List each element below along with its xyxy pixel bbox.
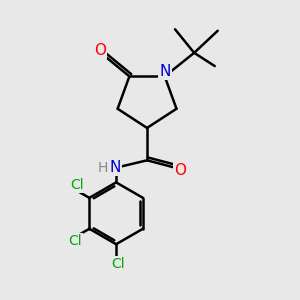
Text: Cl: Cl	[70, 178, 83, 192]
Text: N: N	[159, 64, 170, 79]
Text: H: H	[98, 161, 108, 175]
Text: O: O	[174, 163, 186, 178]
Text: O: O	[94, 43, 106, 58]
Text: Cl: Cl	[68, 234, 82, 248]
Text: Cl: Cl	[111, 257, 124, 271]
Text: N: N	[110, 160, 121, 175]
